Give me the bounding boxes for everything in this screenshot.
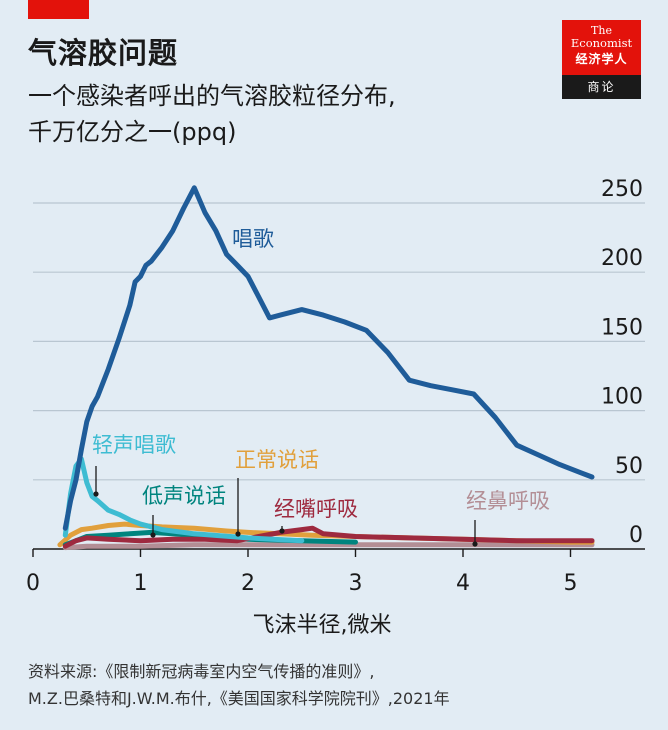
label-leader-dot (150, 532, 156, 538)
y-tick-label: 0 (629, 523, 643, 548)
logo-shanglun: 商论 (562, 75, 641, 99)
x-tick-labels: 0 1 2 3 4 5 (26, 549, 578, 596)
logo-red-box: The Economist 经济学人 (562, 20, 641, 75)
label-leader-dot (472, 541, 478, 547)
x-axis-label: 飞沫半径,微米 (253, 613, 392, 638)
series-label: 经嘴呼吸 (274, 497, 358, 521)
series-label: 经鼻呼吸 (466, 489, 550, 513)
y-tick-label: 200 (601, 246, 643, 271)
label-leader-dot (93, 491, 99, 497)
series-label: 低声说话 (142, 484, 226, 508)
economist-logo: The Economist 经济学人 商论 (562, 20, 641, 99)
x-tick-label: 0 (26, 571, 40, 596)
x-tick-label: 2 (241, 571, 255, 596)
chart-title: 气溶胶问题 (28, 36, 179, 70)
series-line (62, 185, 595, 531)
line-chart: 0 50 100 150 200 250 0 1 2 3 4 5 唱歌轻声唱歌低声说话正常说话经嘴呼… (26, 177, 645, 638)
subtitle-line-2: 千万亿分之一(ppq) (28, 118, 237, 146)
series-label: 唱歌 (232, 227, 274, 251)
x-tick-label: 4 (456, 571, 470, 596)
series-label: 轻声唱歌 (92, 433, 176, 457)
logo-chinese-name: 经济学人 (575, 52, 628, 66)
y-tick-label: 150 (601, 315, 643, 340)
logo-the: The (591, 24, 612, 37)
y-tick-labels: 0 50 100 150 200 250 (601, 177, 643, 548)
label-leader-dot (235, 531, 241, 537)
y-tick-label: 50 (615, 454, 643, 479)
x-tick-label: 3 (349, 571, 363, 596)
series-label: 正常说话 (235, 448, 319, 472)
brand-red-bar (28, 0, 89, 19)
source-note: 资料来源:《限制新冠病毒室内空气传播的准则》, M.Z.巴桑特和J.W.M.布什… (28, 658, 450, 712)
y-tick-label: 100 (601, 385, 643, 410)
y-tick-label: 250 (601, 177, 643, 202)
label-leader-dot (279, 528, 285, 534)
chart-subtitle: 一个感染者呼出的气溶胶粒径分布, 千万亿分之一(ppq) (28, 78, 396, 150)
source-line-2: M.Z.巴桑特和J.W.M.布什,《美国国家科学院院刊》,2021年 (28, 689, 450, 708)
subtitle-line-1: 一个感染者呼出的气溶胶粒径分布, (28, 82, 396, 110)
series-line (62, 542, 595, 551)
grid-lines (33, 202, 645, 550)
logo-economist: Economist (570, 36, 633, 50)
x-tick-label: 5 (564, 571, 578, 596)
source-line-1: 资料来源:《限制新冠病毒室内空气传播的准则》, (28, 662, 375, 681)
x-tick-label: 1 (134, 571, 148, 596)
